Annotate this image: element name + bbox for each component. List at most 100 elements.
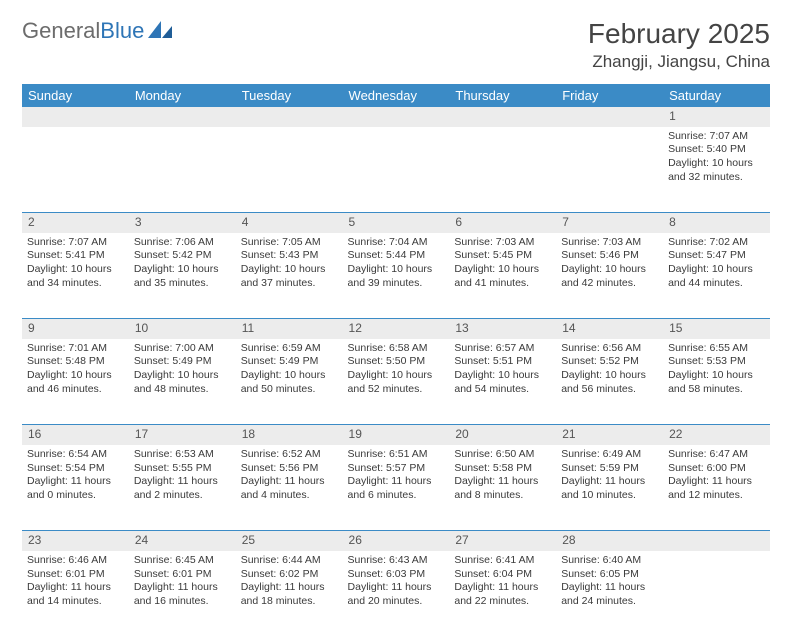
day2-text: and 52 minutes. xyxy=(348,383,445,397)
day1-text: Daylight: 10 hours xyxy=(668,369,765,383)
detail-row: Sunrise: 7:01 AMSunset: 5:48 PMDaylight:… xyxy=(22,339,770,425)
sunrise-text: Sunrise: 6:44 AM xyxy=(241,554,338,568)
detail-row: Sunrise: 7:07 AMSunset: 5:40 PMDaylight:… xyxy=(22,127,770,213)
day-cell: Sunrise: 6:58 AMSunset: 5:50 PMDaylight:… xyxy=(343,339,450,425)
day-cell: Sunrise: 7:00 AMSunset: 5:49 PMDaylight:… xyxy=(129,339,236,425)
calendar-table: Sunday Monday Tuesday Wednesday Thursday… xyxy=(22,84,770,637)
sunset-text: Sunset: 5:44 PM xyxy=(348,249,445,263)
day-number: 10 xyxy=(129,319,236,339)
day-number: 1 xyxy=(663,107,770,127)
day1-text: Daylight: 10 hours xyxy=(668,157,765,171)
sunset-text: Sunset: 5:50 PM xyxy=(348,355,445,369)
day-cell: Sunrise: 6:47 AMSunset: 6:00 PMDaylight:… xyxy=(663,445,770,531)
day1-text: Daylight: 11 hours xyxy=(134,581,231,595)
day-number: 3 xyxy=(129,213,236,233)
sunrise-text: Sunrise: 7:05 AM xyxy=(241,236,338,250)
day2-text: and 56 minutes. xyxy=(561,383,658,397)
logo: GeneralBlue xyxy=(22,18,174,44)
day1-text: Daylight: 10 hours xyxy=(134,263,231,277)
day-number: 7 xyxy=(556,213,663,233)
day-number: 11 xyxy=(236,319,343,339)
day-number: 8 xyxy=(663,213,770,233)
sunset-text: Sunset: 5:45 PM xyxy=(454,249,551,263)
day-cell xyxy=(129,127,236,213)
day1-text: Daylight: 11 hours xyxy=(348,475,445,489)
day-cell: Sunrise: 6:54 AMSunset: 5:54 PMDaylight:… xyxy=(22,445,129,531)
day2-text: and 2 minutes. xyxy=(134,489,231,503)
day-number: 2 xyxy=(22,213,129,233)
sunrise-text: Sunrise: 7:00 AM xyxy=(134,342,231,356)
sunrise-text: Sunrise: 7:06 AM xyxy=(134,236,231,250)
sunset-text: Sunset: 5:40 PM xyxy=(668,143,765,157)
day-number xyxy=(556,107,663,127)
day-number: 14 xyxy=(556,319,663,339)
sunrise-text: Sunrise: 6:55 AM xyxy=(668,342,765,356)
sunset-text: Sunset: 5:46 PM xyxy=(561,249,658,263)
day2-text: and 46 minutes. xyxy=(27,383,124,397)
sunrise-text: Sunrise: 6:43 AM xyxy=(348,554,445,568)
day-number: 28 xyxy=(556,531,663,551)
day-number: 5 xyxy=(343,213,450,233)
sunrise-text: Sunrise: 6:59 AM xyxy=(241,342,338,356)
day-cell: Sunrise: 7:03 AMSunset: 5:46 PMDaylight:… xyxy=(556,233,663,319)
sunrise-text: Sunrise: 6:51 AM xyxy=(348,448,445,462)
sunrise-text: Sunrise: 6:45 AM xyxy=(134,554,231,568)
day-number xyxy=(663,531,770,551)
day1-text: Daylight: 11 hours xyxy=(27,581,124,595)
day-number: 6 xyxy=(449,213,556,233)
day-number: 22 xyxy=(663,425,770,445)
day2-text: and 34 minutes. xyxy=(27,277,124,291)
day1-text: Daylight: 10 hours xyxy=(561,263,658,277)
sunset-text: Sunset: 6:04 PM xyxy=(454,568,551,582)
day-cell: Sunrise: 6:55 AMSunset: 5:53 PMDaylight:… xyxy=(663,339,770,425)
day2-text: and 6 minutes. xyxy=(348,489,445,503)
sunrise-text: Sunrise: 6:40 AM xyxy=(561,554,658,568)
weekday-header: Friday xyxy=(556,84,663,107)
day-cell: Sunrise: 6:40 AMSunset: 6:05 PMDaylight:… xyxy=(556,551,663,637)
day1-text: Daylight: 10 hours xyxy=(134,369,231,383)
sunset-text: Sunset: 5:59 PM xyxy=(561,462,658,476)
day2-text: and 4 minutes. xyxy=(241,489,338,503)
day-cell: Sunrise: 6:44 AMSunset: 6:02 PMDaylight:… xyxy=(236,551,343,637)
sunset-text: Sunset: 5:55 PM xyxy=(134,462,231,476)
sunrise-text: Sunrise: 6:47 AM xyxy=(668,448,765,462)
day2-text: and 0 minutes. xyxy=(27,489,124,503)
day2-text: and 22 minutes. xyxy=(454,595,551,609)
day2-text: and 50 minutes. xyxy=(241,383,338,397)
sunset-text: Sunset: 5:43 PM xyxy=(241,249,338,263)
sunset-text: Sunset: 5:52 PM xyxy=(561,355,658,369)
sunset-text: Sunset: 5:49 PM xyxy=(241,355,338,369)
day-cell: Sunrise: 6:59 AMSunset: 5:49 PMDaylight:… xyxy=(236,339,343,425)
day2-text: and 8 minutes. xyxy=(454,489,551,503)
sunrise-text: Sunrise: 6:53 AM xyxy=(134,448,231,462)
day-cell: Sunrise: 7:07 AMSunset: 5:41 PMDaylight:… xyxy=(22,233,129,319)
day1-text: Daylight: 11 hours xyxy=(27,475,124,489)
sunset-text: Sunset: 6:05 PM xyxy=(561,568,658,582)
day2-text: and 12 minutes. xyxy=(668,489,765,503)
day1-text: Daylight: 10 hours xyxy=(241,263,338,277)
sunrise-text: Sunrise: 6:49 AM xyxy=(561,448,658,462)
header: GeneralBlue February 2025 Zhangji, Jiang… xyxy=(22,18,770,72)
day1-text: Daylight: 10 hours xyxy=(454,369,551,383)
sunrise-text: Sunrise: 6:46 AM xyxy=(27,554,124,568)
day-cell: Sunrise: 6:43 AMSunset: 6:03 PMDaylight:… xyxy=(343,551,450,637)
day-cell: Sunrise: 7:01 AMSunset: 5:48 PMDaylight:… xyxy=(22,339,129,425)
day-cell xyxy=(236,127,343,213)
day-cell: Sunrise: 6:50 AMSunset: 5:58 PMDaylight:… xyxy=(449,445,556,531)
sunset-text: Sunset: 6:01 PM xyxy=(134,568,231,582)
day-number xyxy=(343,107,450,127)
day-number: 23 xyxy=(22,531,129,551)
day1-text: Daylight: 11 hours xyxy=(241,581,338,595)
daynum-row: 2345678 xyxy=(22,213,770,233)
day-cell xyxy=(22,127,129,213)
title-block: February 2025 Zhangji, Jiangsu, China xyxy=(588,18,770,72)
sunset-text: Sunset: 5:56 PM xyxy=(241,462,338,476)
day2-text: and 54 minutes. xyxy=(454,383,551,397)
day-cell: Sunrise: 6:56 AMSunset: 5:52 PMDaylight:… xyxy=(556,339,663,425)
sunrise-text: Sunrise: 7:04 AM xyxy=(348,236,445,250)
daynum-row: 232425262728 xyxy=(22,531,770,551)
day1-text: Daylight: 11 hours xyxy=(348,581,445,595)
sunrise-text: Sunrise: 6:58 AM xyxy=(348,342,445,356)
day-number: 26 xyxy=(343,531,450,551)
sunrise-text: Sunrise: 6:52 AM xyxy=(241,448,338,462)
